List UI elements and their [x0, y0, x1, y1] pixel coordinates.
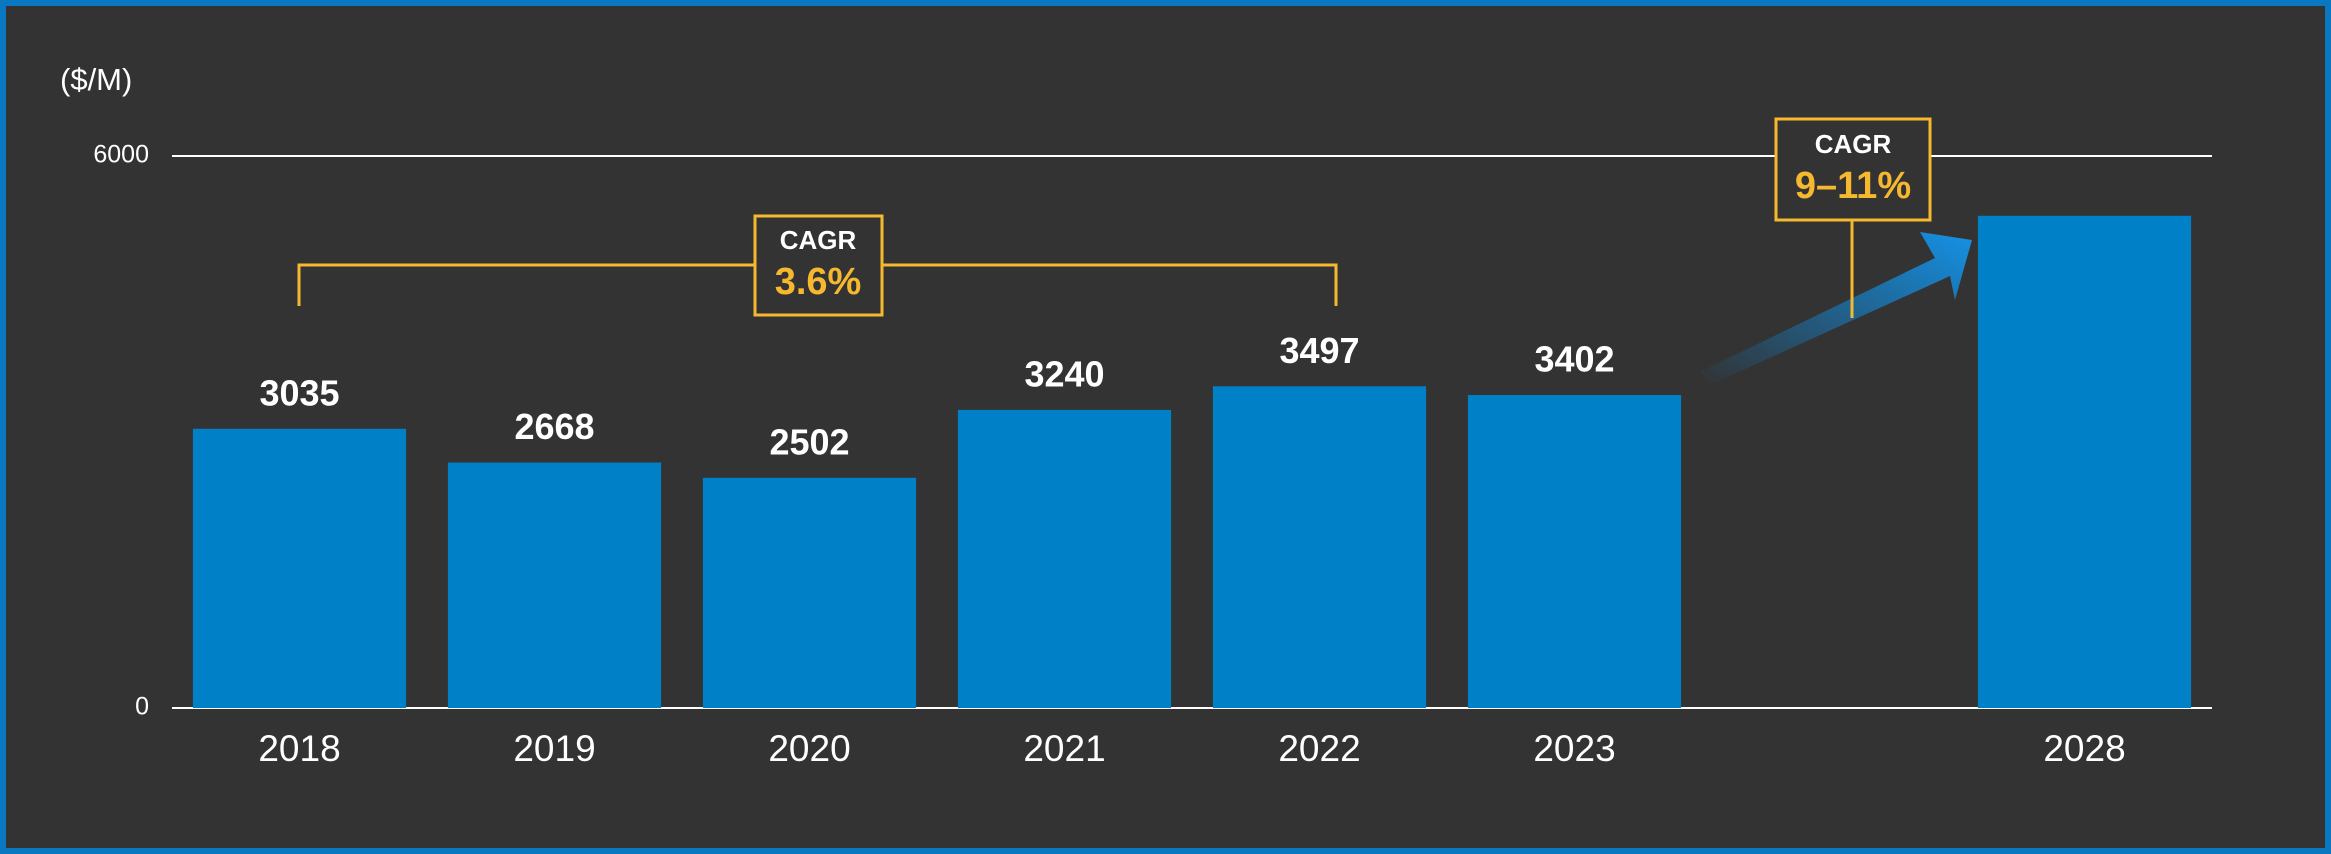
bar: [192, 428, 407, 708]
annotation-title: CAGR: [780, 225, 857, 255]
x-tick-label: 2020: [768, 728, 850, 769]
x-tick-label: 2019: [513, 728, 595, 769]
bar: [1467, 395, 1682, 708]
annotation-text: 9–11%: [1795, 165, 1911, 207]
bar: [1212, 386, 1427, 708]
y-tick-label: 6000: [93, 141, 149, 169]
annotation-box: [1774, 117, 1932, 222]
bar: [702, 477, 917, 708]
y-tick-label: 0: [135, 693, 149, 721]
x-tick-label: 2018: [258, 728, 340, 769]
bar: [957, 409, 1172, 708]
unit-label: ($/M): [60, 62, 132, 97]
bar: [447, 462, 662, 708]
x-tick-label: 2028: [2043, 728, 2125, 769]
trend-arrow: [1700, 232, 1972, 385]
value-label: 2502: [769, 421, 849, 462]
annotation-text: 3.6%: [775, 261, 862, 303]
x-tick-label: 2023: [1533, 728, 1615, 769]
annotation-title: CAGR: [1815, 129, 1892, 159]
annotation-box: [753, 214, 884, 317]
value-label: 3402: [1534, 339, 1614, 380]
x-tick-label: 2022: [1278, 728, 1360, 769]
value-label: 3497: [1279, 330, 1359, 371]
bar: [1977, 215, 2192, 709]
value-label: 3035: [259, 372, 339, 413]
x-tick-label: 2021: [1023, 728, 1105, 769]
value-label: 2668: [514, 406, 594, 447]
value-label: 3240: [1024, 353, 1104, 394]
